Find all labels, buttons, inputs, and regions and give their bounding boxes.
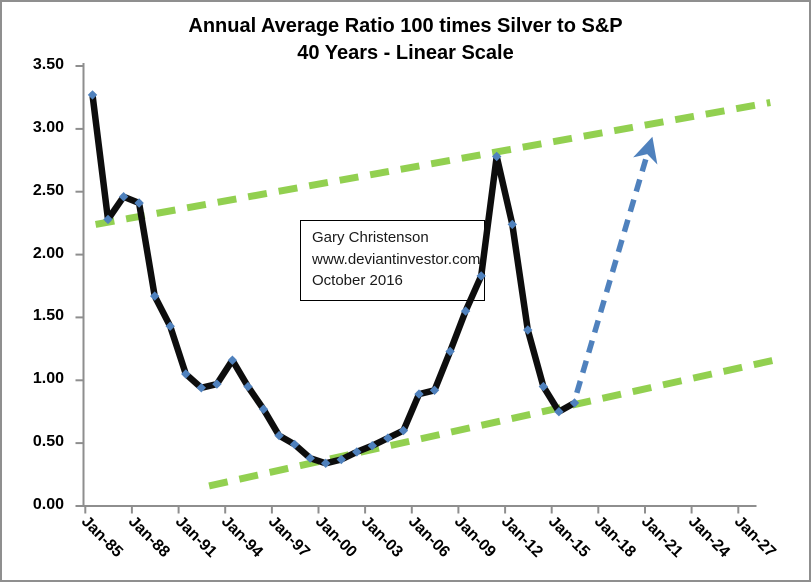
x-tick-label: Jan-21 [637, 513, 686, 561]
x-tick-label: Jan-24 [684, 513, 733, 561]
annotation-website: www.deviantinvestor.com [312, 250, 481, 268]
y-tick-label: 0.50 [32, 433, 64, 451]
x-tick-label: Jan-09 [451, 513, 500, 561]
x-tick-label: Jan-18 [591, 513, 640, 561]
y-tick-label: 0.00 [32, 496, 64, 513]
y-tick-label: 1.00 [32, 370, 64, 388]
x-tick-label: Jan-06 [404, 513, 453, 561]
x-tick-label: Jan-88 [124, 513, 173, 561]
x-tick-label: Jan-27 [731, 513, 780, 561]
x-tick-label: Jan-12 [498, 513, 546, 561]
y-tick-label: 3.00 [32, 118, 64, 136]
y-tick-label: 2.00 [32, 244, 64, 262]
x-tick-label: Jan-94 [218, 513, 267, 561]
x-tick-label: Jan-00 [311, 513, 360, 561]
chart-title-block: Annual Average Ratio 100 times Silver to… [2, 13, 809, 67]
chart-subtitle: 40 Years - Linear Scale [297, 42, 514, 64]
annotation-author: Gary Christenson [312, 229, 429, 246]
annotation-box: Gary Christenson www.deviantinvestor.com… [300, 220, 485, 301]
x-tick-label: Jan-91 [171, 513, 220, 561]
y-tick-label: 3.50 [32, 56, 64, 73]
y-tick-label: 1.50 [32, 307, 64, 325]
chart-title: Annual Average Ratio 100 times Silver to… [188, 15, 623, 37]
y-tick-label: 2.50 [32, 181, 64, 199]
x-tick-label: Jan-97 [264, 513, 313, 561]
annotation-date: October 2016 [312, 272, 403, 289]
x-tick-label: Jan-85 [78, 513, 127, 561]
x-tick-label: Jan-03 [358, 513, 406, 561]
x-tick-label: Jan-15 [544, 513, 593, 561]
